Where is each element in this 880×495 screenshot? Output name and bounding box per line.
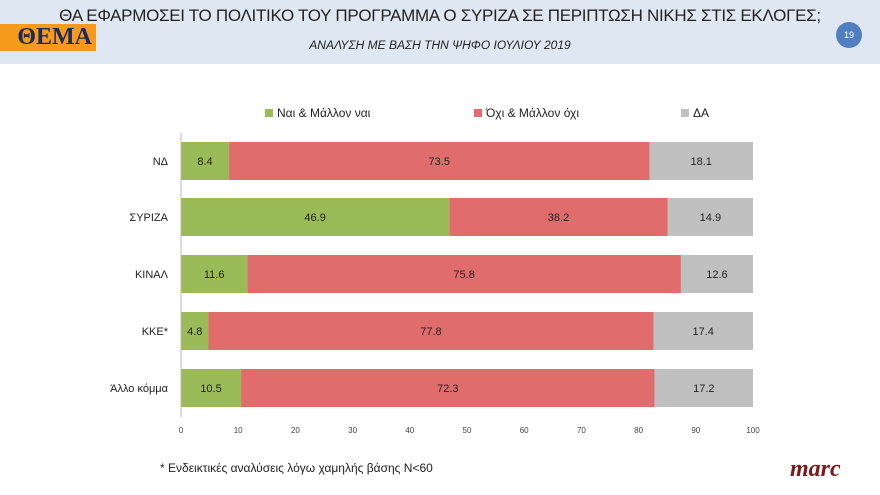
category-label: ΝΔ	[153, 156, 169, 168]
data-label: 18.1	[691, 156, 712, 168]
data-label: 14.9	[700, 212, 721, 224]
bar-segment	[653, 312, 753, 350]
x-tick-label: 30	[348, 426, 357, 435]
legend-label: Όχι & Μάλλον όχι	[485, 106, 579, 120]
category-label: Άλλο κόμμα	[110, 383, 169, 395]
bar-segment	[449, 198, 668, 236]
x-tick-label: 60	[520, 426, 529, 435]
bar-segment	[181, 198, 450, 236]
data-label: 73.5	[429, 156, 450, 168]
x-tick-label: 10	[234, 426, 243, 435]
data-label: 17.4	[693, 326, 714, 338]
data-label: 12.6	[706, 269, 727, 281]
x-tick-label: 0	[179, 426, 184, 435]
bar-segment	[680, 255, 753, 293]
legend-label: Ναι & Μάλλον ναι	[277, 106, 371, 120]
category-label: ΚΙΝΑΛ	[135, 269, 169, 281]
logo: ΘΕΜΑ	[0, 24, 96, 51]
data-label: 17.2	[693, 383, 714, 395]
page-subtitle: ΑΝΑΛΥΣΗ ΜΕ ΒΑΣΗ ΤΗΝ ΨΗΦΟ ΙΟΥΛΙΟΥ 2019	[309, 38, 571, 52]
header-band	[0, 0, 880, 64]
data-label: 46.9	[304, 212, 325, 224]
page-title: ΘΑ ΕΦΑΡΜΟΣΕΙ ΤΟ ΠΟΛΙΤΙΚΟ ΤΟΥ ΠΡΟΓΡΑΜΜΑ Ο…	[59, 6, 821, 25]
legend-swatch	[474, 109, 482, 117]
x-tick-label: 80	[634, 426, 643, 435]
category-label: ΚΚΕ*	[142, 326, 169, 338]
bar-segment	[181, 312, 209, 350]
data-label: 38.2	[548, 212, 569, 224]
bar-segment	[247, 255, 681, 293]
legend-swatch	[681, 109, 689, 117]
footnote: * Ενδεικτικές αναλύσεις λόγω χαμηλής βάσ…	[160, 461, 433, 475]
category-label: ΣΥΡΙΖΑ	[129, 212, 168, 224]
data-label: 4.8	[187, 326, 202, 338]
bar-segment	[229, 142, 650, 180]
bar-segment	[181, 369, 242, 407]
x-tick-label: 70	[577, 426, 586, 435]
x-tick-label: 90	[691, 426, 700, 435]
data-label: 8.4	[197, 156, 212, 168]
data-label: 11.6	[204, 269, 225, 281]
x-tick-label: 40	[405, 426, 414, 435]
legend-swatch	[265, 109, 273, 117]
bar-segment	[208, 312, 654, 350]
bar-segment	[181, 142, 230, 180]
data-label: 75.8	[453, 269, 474, 281]
bar-segment	[654, 369, 753, 407]
bar-segment	[181, 255, 248, 293]
data-label: 77.8	[420, 326, 441, 338]
data-label: 10.5	[200, 383, 221, 395]
x-tick-label: 50	[463, 426, 472, 435]
page-number-badge: 19	[836, 22, 862, 48]
bar-segment	[241, 369, 655, 407]
bar-segment	[667, 198, 753, 236]
bar-segment	[649, 142, 753, 180]
x-tick-label: 20	[291, 426, 300, 435]
legend-label: ΔΑ	[693, 106, 709, 120]
data-label: 72.3	[437, 383, 458, 395]
brand-logo: marc	[790, 456, 841, 482]
x-tick-label: 100	[746, 426, 760, 435]
